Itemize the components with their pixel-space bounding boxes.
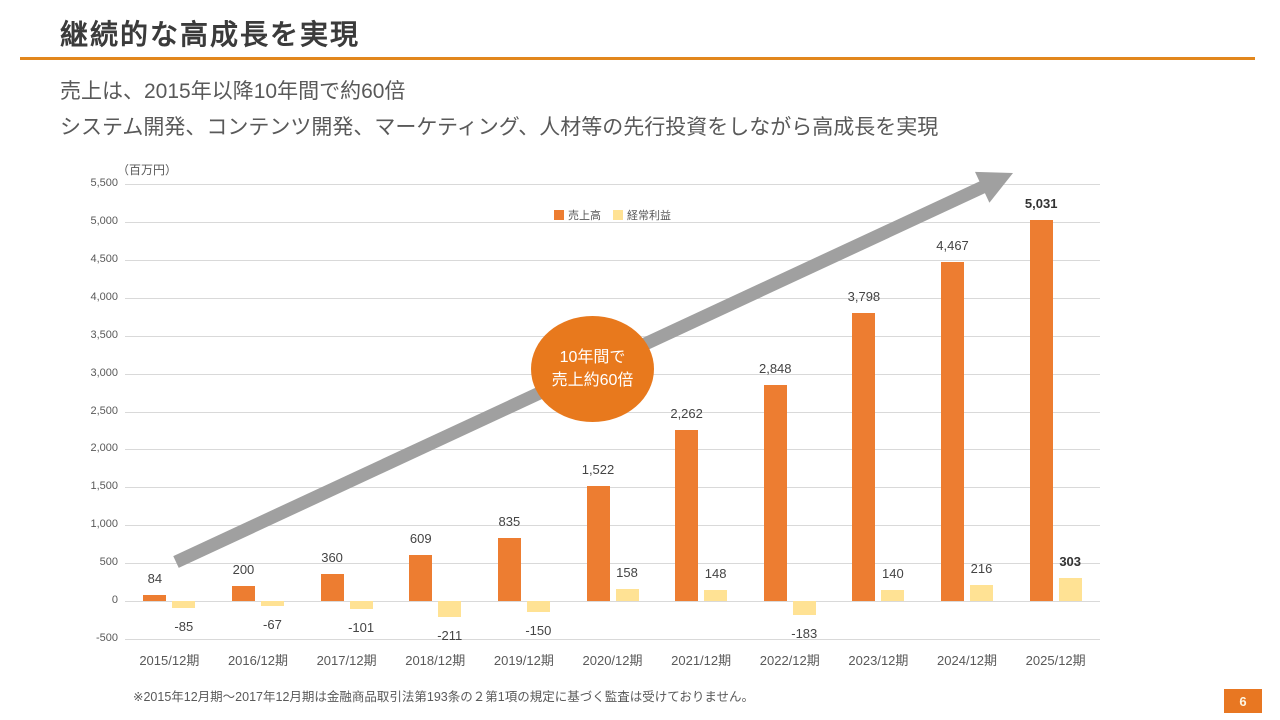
profit-bar xyxy=(260,601,284,607)
x-axis-label: 2018/12期 xyxy=(405,653,466,668)
gridline xyxy=(125,601,1100,603)
revenue-value-label: 835 xyxy=(498,513,521,529)
revenue-bar xyxy=(586,485,610,602)
profit-value-label: 158 xyxy=(616,565,638,581)
profit-bar xyxy=(349,601,373,609)
revenue-value-label: 5,031 xyxy=(1024,195,1058,211)
revenue-bar xyxy=(852,313,876,602)
y-axis-unit-label: （百万円） xyxy=(117,163,178,177)
subtitle-line-2: システム開発、コンテンツ開発、マーケティング、人材等の先行投資をしながら高成長を… xyxy=(60,116,939,139)
revenue-value-label: 1,522 xyxy=(581,461,615,477)
profit-value-label: 148 xyxy=(704,565,727,581)
gridline xyxy=(125,259,1100,261)
x-axis-label: 2023/12期 xyxy=(848,653,909,668)
y-axis-tick-label: 4,000 xyxy=(90,290,118,303)
x-axis: 2015/12期 2016/12期 2017/12期 2018/12期 2019/12期… xyxy=(125,650,1100,670)
y-axis: 5,500 5,000 4,500 4,000 3,500 3,000 2,500 2,000… xyxy=(30,177,118,644)
profit-value-label: -101 xyxy=(348,619,375,635)
revenue-value-label: 609 xyxy=(409,530,432,546)
profit-bar xyxy=(615,589,639,602)
legend-item: 経常利益 xyxy=(613,207,671,223)
profit-value-label: 216 xyxy=(970,560,993,576)
profit-value-label: -150 xyxy=(525,623,552,639)
profit-bar xyxy=(526,601,550,613)
profit-value-label: -211 xyxy=(437,628,463,644)
legend-swatch xyxy=(554,210,564,220)
x-axis-label: 2019/12期 xyxy=(493,653,554,668)
revenue-bar xyxy=(763,385,787,602)
x-axis-label: 2024/12期 xyxy=(937,653,998,668)
revenue-bar xyxy=(1029,219,1053,602)
revenue-value-label: 200 xyxy=(232,561,255,577)
legend-label: 売上高 xyxy=(568,210,601,222)
y-axis-tick-label: 1,500 xyxy=(90,480,118,493)
y-axis-tick-label: 3,000 xyxy=(90,366,118,379)
legend-label: 経常利益 xyxy=(627,210,671,222)
gridline xyxy=(125,184,1100,185)
revenue-bar xyxy=(941,262,965,602)
revenue-value-label: 360 xyxy=(321,549,343,565)
revenue-value-label: 84 xyxy=(147,570,163,586)
subtitle-line-1: 売上は、2015年以降10年間で約60倍 xyxy=(60,80,406,103)
x-axis-label: 2020/12期 xyxy=(582,653,643,668)
x-axis-label: 2017/12期 xyxy=(316,653,377,668)
profit-bar xyxy=(970,584,994,602)
growth-badge-line-1: 10年間で xyxy=(559,349,626,366)
y-axis-tick-label: 1,000 xyxy=(90,518,118,531)
profit-bar xyxy=(704,589,728,602)
y-axis-tick-label: 5,000 xyxy=(90,214,118,227)
revenue-bar xyxy=(231,585,255,602)
profit-value-label: -67 xyxy=(263,617,282,633)
y-axis-tick-label: 5,500 xyxy=(90,177,118,189)
profit-value-label: -183 xyxy=(791,625,818,641)
y-axis-tick-label: 2,500 xyxy=(90,404,118,417)
revenue-value-label: 4,467 xyxy=(936,238,969,254)
page-number-badge: 6 xyxy=(1224,689,1262,713)
profit-bar xyxy=(881,590,905,602)
title-underline xyxy=(20,57,1255,60)
growth-badge-line-2: 売上約60倍 xyxy=(551,372,634,389)
x-axis-label: 2015/12期 xyxy=(139,653,200,668)
gridline xyxy=(125,639,1100,640)
profit-value-label: -85 xyxy=(174,618,194,634)
page-title: 継続的な高成長を実現 xyxy=(60,19,361,50)
revenue-value-label: 3,798 xyxy=(847,289,881,305)
profit-bar xyxy=(1058,578,1082,602)
y-axis-tick-label: 2,000 xyxy=(90,442,118,455)
chart-legend: 売上高 経常利益 xyxy=(125,207,1100,223)
revenue-bar xyxy=(320,573,344,602)
profit-value-label: 303 xyxy=(1059,554,1082,570)
revenue-bar xyxy=(409,554,433,602)
footnote: ※2015年12月期～2017年12月期は金融商品取引法第193条の２第1項の規… xyxy=(133,690,754,704)
x-axis-label: 2025/12期 xyxy=(1025,653,1086,668)
x-axis-label: 2021/12期 xyxy=(671,653,732,668)
y-axis-tick-label: 500 xyxy=(99,556,118,569)
profit-value-label: 140 xyxy=(882,566,904,582)
revenue-value-label: 2,848 xyxy=(758,361,792,377)
x-axis-label: 2016/12期 xyxy=(227,653,288,668)
revenue-value-label: 2,262 xyxy=(670,405,703,421)
revenue-bar xyxy=(497,537,521,602)
profit-bar xyxy=(438,601,462,618)
x-axis-label: 2022/12期 xyxy=(759,653,820,668)
profit-bar xyxy=(172,601,196,608)
legend-item: 売上高 xyxy=(554,207,601,223)
y-axis-tick-label: -500 xyxy=(95,632,118,644)
legend-swatch xyxy=(613,210,623,220)
profit-bar xyxy=(792,601,816,615)
y-axis-tick-label: 0 xyxy=(111,594,118,607)
y-axis-tick-label: 3,500 xyxy=(90,328,118,341)
y-axis-tick-label: 4,500 xyxy=(90,252,118,265)
growth-badge: 10年間で 売上約60倍 xyxy=(531,316,654,422)
subtitle: 売上は、2015年以降10年間で約60倍 システム開発、コンテンツ開発、マーケテ… xyxy=(60,74,938,146)
revenue-bar xyxy=(143,594,167,602)
